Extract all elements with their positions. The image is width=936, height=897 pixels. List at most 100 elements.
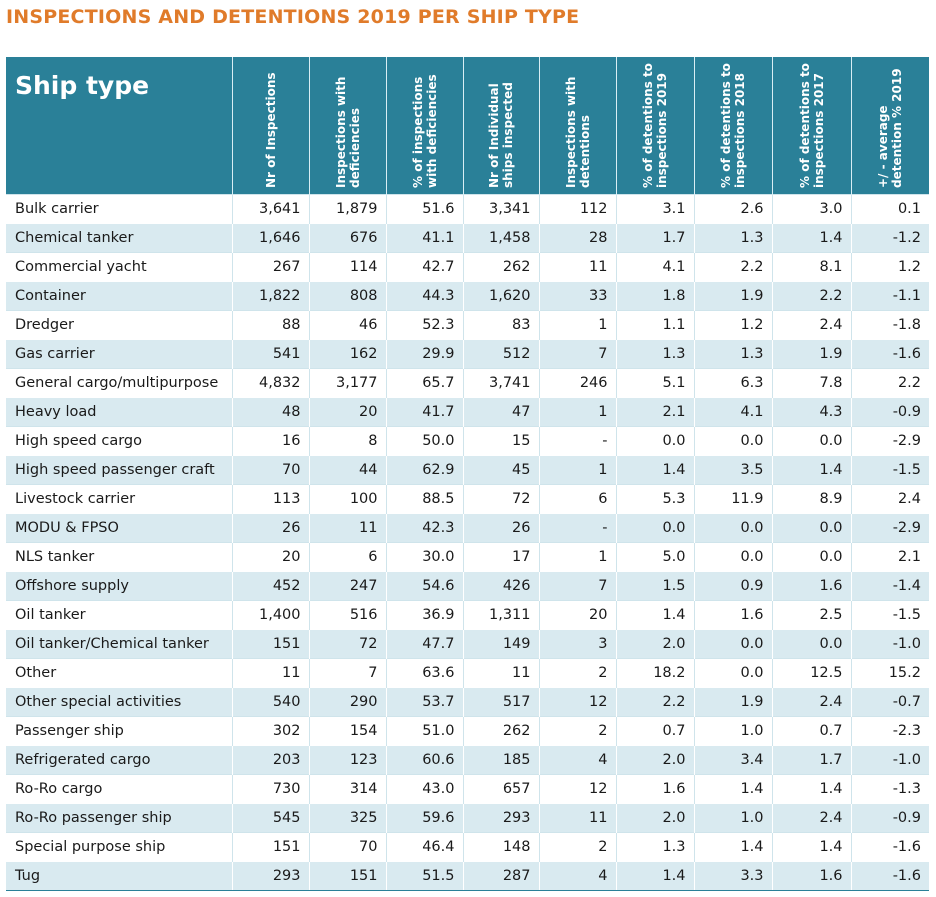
value-cell: 540 — [231, 687, 309, 717]
table-row: Heavy load 48 20 41.7 47 1 2.1 4.1 4.3 -0.9 — [6, 397, 929, 427]
value-cell: 314 — [308, 774, 386, 804]
value-cell: 63.6 — [385, 658, 463, 688]
value-cell: 44 — [308, 455, 386, 485]
value-cell: 2.4 — [771, 687, 851, 717]
ship-type-cell: High speed cargo — [6, 426, 232, 456]
value-cell: 11 — [538, 252, 616, 282]
value-cell: -1.2 — [850, 223, 929, 253]
value-cell: 2.2 — [615, 687, 694, 717]
value-cell: 3.3 — [693, 861, 772, 891]
table-row: High speed cargo 16 8 50.0 15-0.0 0.0 0.0 -2.9 — [6, 426, 929, 456]
ship-type-cell: Oil tanker — [6, 600, 232, 630]
value-cell: 59.6 — [385, 803, 463, 833]
table-row: Ro-Ro passenger ship 545 325 59.6 293 11 2.0 1.… — [6, 803, 929, 833]
value-cell: 0.0 — [615, 513, 694, 543]
value-cell: 1.2 — [693, 310, 772, 340]
value-cell: 15 — [462, 426, 539, 456]
value-cell: 1.0 — [693, 716, 772, 746]
value-cell: 293 — [231, 861, 309, 891]
value-cell: 0.1 — [850, 194, 929, 224]
value-cell: 12 — [538, 687, 616, 717]
value-cell: 11 — [538, 803, 616, 833]
value-cell: 517 — [462, 687, 539, 717]
column-header-label: Nr of Inspections — [263, 72, 278, 188]
value-cell: 0.0 — [771, 629, 851, 659]
value-cell: 2 — [538, 658, 616, 688]
value-cell: 2.4 — [771, 310, 851, 340]
value-cell: 1.6 — [615, 774, 694, 804]
value-cell: -1.4 — [850, 571, 929, 601]
value-cell: 262 — [462, 252, 539, 282]
ship-type-cell: Chemical tanker — [6, 223, 232, 253]
ship-type-cell: Container — [6, 281, 232, 311]
value-cell: 3 — [538, 629, 616, 659]
value-cell: 114 — [308, 252, 386, 282]
ship-type-cell: Ro-Ro passenger ship — [6, 803, 232, 833]
value-cell: 657 — [462, 774, 539, 804]
value-cell: 83 — [462, 310, 539, 340]
table-row: Refrigerated cargo 203 123 60.6 185 4 2.0 3.4 1.… — [6, 745, 929, 775]
value-cell: 26 — [231, 513, 309, 543]
value-cell: 112 — [538, 194, 616, 224]
value-cell: 72 — [308, 629, 386, 659]
value-cell: 2.0 — [615, 629, 694, 659]
table-row: Oil tanker 1,400 516 36.9 1,311 20 1.4 1.6 2.5 -1… — [6, 600, 929, 630]
value-cell: 45 — [462, 455, 539, 485]
value-cell: 3,341 — [462, 194, 539, 224]
value-cell: 247 — [308, 571, 386, 601]
value-cell: 5.0 — [615, 542, 694, 572]
value-cell: -1.6 — [850, 832, 929, 862]
value-cell: 0.0 — [771, 513, 851, 543]
value-cell: 151 — [308, 861, 386, 891]
column-header-label: Nr of Individual ships inspected — [487, 82, 515, 188]
ship-type-cell: Special purpose ship — [6, 832, 232, 862]
value-cell: 2.0 — [615, 803, 694, 833]
value-cell: -2.9 — [850, 513, 929, 543]
value-cell: 1.4 — [771, 455, 851, 485]
value-cell: 47 — [462, 397, 539, 427]
value-cell: 1.4 — [771, 223, 851, 253]
ship-type-cell: Ro-Ro cargo — [6, 774, 232, 804]
column-header-detentions-2017: % of detentions to inspections 2017 — [771, 57, 851, 195]
value-cell: 0.0 — [693, 658, 772, 688]
ship-type-cell: Other special activities — [6, 687, 232, 717]
value-cell: 20 — [538, 600, 616, 630]
table-row: Bulk carrier 3,641 1,879 51.6 3,341 112 3.1 2.6… — [6, 194, 929, 224]
value-cell: 3,177 — [308, 368, 386, 398]
ship-type-table: Ship type Nr of Inspections Inspections … — [6, 57, 929, 891]
ship-type-cell: Dredger — [6, 310, 232, 340]
value-cell: 5.1 — [615, 368, 694, 398]
ship-type-cell: High speed passenger craft — [6, 455, 232, 485]
value-cell: 1.9 — [693, 281, 772, 311]
ship-type-cell: Livestock carrier — [6, 484, 232, 514]
value-cell: 0.0 — [693, 629, 772, 659]
value-cell: 52.3 — [385, 310, 463, 340]
table-row: MODU & FPSO 26 11 42.3 26-0.0 0.0 0.0 -2.9 — [6, 513, 929, 543]
value-cell: 4 — [538, 745, 616, 775]
value-cell: 302 — [231, 716, 309, 746]
value-cell: 287 — [462, 861, 539, 891]
value-cell: 0.9 — [693, 571, 772, 601]
value-cell: 290 — [308, 687, 386, 717]
value-cell: -0.9 — [850, 397, 929, 427]
value-cell: 28 — [538, 223, 616, 253]
value-cell: 1.6 — [771, 571, 851, 601]
value-cell: 1.4 — [693, 774, 772, 804]
value-cell: 2.6 — [693, 194, 772, 224]
value-cell: 12 — [538, 774, 616, 804]
value-cell: 3.1 — [615, 194, 694, 224]
value-cell: -1.0 — [850, 629, 929, 659]
value-cell: 1,311 — [462, 600, 539, 630]
value-cell: 7 — [308, 658, 386, 688]
value-cell: 17 — [462, 542, 539, 572]
value-cell: 203 — [231, 745, 309, 775]
value-cell: -1.3 — [850, 774, 929, 804]
column-header-nr-inspections: Nr of Inspections — [231, 57, 309, 195]
value-cell: 0.0 — [771, 426, 851, 456]
table-body: Bulk carrier 3,641 1,879 51.6 3,341 112 3.1 2.6… — [6, 194, 929, 891]
value-cell: 3.5 — [693, 455, 772, 485]
value-cell: 1 — [538, 542, 616, 572]
value-cell: 808 — [308, 281, 386, 311]
value-cell: 46.4 — [385, 832, 463, 862]
value-cell: 8.1 — [771, 252, 851, 282]
